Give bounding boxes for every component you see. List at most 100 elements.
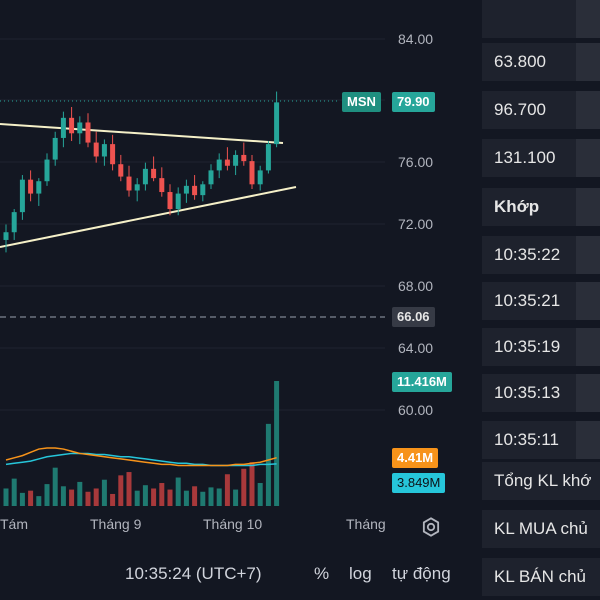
candle-body bbox=[19, 179, 25, 213]
volume-bar bbox=[241, 468, 247, 506]
candle-body bbox=[118, 164, 124, 177]
match-row-3[interactable]: 10:35:19 bbox=[482, 328, 600, 366]
price-chart[interactable] bbox=[0, 0, 482, 600]
volume-bar bbox=[60, 486, 66, 506]
log-scale-toggle[interactable]: log bbox=[349, 564, 372, 583]
candle-body bbox=[200, 184, 206, 196]
time-label-thang-10: Tháng 10 bbox=[203, 516, 263, 532]
grid bbox=[0, 38, 385, 411]
volume-bar bbox=[167, 489, 173, 506]
candle-body bbox=[142, 168, 148, 185]
volume-bar bbox=[19, 492, 25, 506]
volume-bar bbox=[208, 487, 214, 506]
volume-ma-orange-line bbox=[5, 447, 277, 467]
clock-readout: 10:35:24 (UTC+7) bbox=[125, 564, 262, 583]
price-row-3: 131.100 bbox=[482, 139, 600, 177]
volume-bar bbox=[200, 491, 206, 506]
summary-label: Tổng KL khớ bbox=[494, 471, 592, 490]
candle-body bbox=[28, 179, 34, 194]
volume-bars bbox=[3, 381, 280, 506]
summary-sell-volume: KL BÁN chủ bbox=[482, 558, 600, 596]
match-time: 10:35:11 bbox=[494, 430, 559, 449]
trade-panel: 63.800 96.700 131.100 Khớp 10:35:22 10:3… bbox=[482, 0, 600, 600]
candle-body bbox=[233, 154, 239, 166]
price-value: 131.100 bbox=[494, 148, 556, 167]
match-time: 10:35:13 bbox=[494, 383, 561, 402]
match-row-4[interactable]: 10:35:13 bbox=[482, 374, 600, 412]
match-row-1[interactable]: 10:35:22 bbox=[482, 236, 600, 274]
price-tick-68: 68.00 bbox=[398, 278, 434, 294]
upper-trendline bbox=[0, 123, 284, 144]
price-row-1: 63.800 bbox=[482, 43, 600, 81]
volume-bar bbox=[69, 489, 75, 506]
candle-body bbox=[77, 122, 83, 134]
summary-total-volume: Tổng KL khớ bbox=[482, 462, 600, 500]
price-row-2: 96.700 bbox=[482, 91, 600, 129]
candles bbox=[3, 91, 280, 253]
price-value: 63.800 bbox=[494, 52, 546, 71]
candle-body bbox=[216, 159, 222, 171]
match-time: 10:35:21 bbox=[494, 291, 561, 310]
summary-label: KL MUA chủ bbox=[494, 519, 588, 538]
time-label-thang-next: Tháng bbox=[346, 516, 386, 532]
volume-bar bbox=[52, 467, 58, 506]
volume-moving-averages bbox=[5, 447, 277, 467]
price-value: 96.700 bbox=[494, 100, 546, 119]
candle-body bbox=[167, 192, 173, 210]
volume-bar bbox=[274, 381, 280, 506]
match-time: 10:35:19 bbox=[494, 337, 561, 356]
summary-buy-volume: KL MUA chủ bbox=[482, 510, 600, 548]
match-header-label: Khớp bbox=[494, 197, 540, 216]
match-row-2[interactable]: 10:35:21 bbox=[482, 282, 600, 320]
volume-bar bbox=[183, 490, 189, 506]
volume-bar bbox=[224, 474, 230, 506]
candle-body bbox=[52, 137, 58, 160]
volume-bar bbox=[192, 486, 198, 506]
match-row-5[interactable]: 10:35:11 bbox=[482, 421, 600, 459]
candle-body bbox=[85, 122, 91, 143]
price-tick-60: 60.00 bbox=[398, 402, 434, 418]
reference-price-badge: 66.06 bbox=[392, 307, 435, 327]
volume-bar bbox=[93, 488, 99, 506]
volume-bar bbox=[28, 490, 34, 506]
volume-bar bbox=[126, 472, 132, 506]
volume-bar bbox=[44, 484, 50, 506]
volume-bar bbox=[159, 483, 165, 506]
volume-bar bbox=[233, 489, 239, 506]
volume-ma-teal-badge: 3.849M bbox=[392, 473, 446, 493]
volume-bar bbox=[110, 493, 116, 506]
candle-body bbox=[208, 170, 214, 185]
match-header: Khớp bbox=[482, 188, 600, 226]
candle-body bbox=[183, 185, 189, 194]
volume-last-badge: 11.416M bbox=[392, 372, 452, 392]
volume-bar bbox=[118, 475, 124, 506]
auto-scale-toggle[interactable]: tự động bbox=[392, 564, 451, 583]
volume-ma-orange-badge: 4.41M bbox=[392, 448, 439, 468]
time-label-thang-9: Tháng 9 bbox=[90, 516, 142, 532]
panel-top-row bbox=[482, 0, 600, 38]
candle-body bbox=[44, 159, 50, 182]
candle-body bbox=[224, 159, 230, 166]
candle-body bbox=[93, 142, 99, 157]
volume-bar bbox=[36, 496, 42, 506]
volume-bar bbox=[175, 477, 181, 506]
volume-bar bbox=[142, 485, 148, 506]
price-tick-64: 64.00 bbox=[398, 340, 434, 356]
candle-body bbox=[134, 184, 140, 191]
gear-icon[interactable] bbox=[420, 516, 442, 538]
summary-label: KL BÁN chủ bbox=[494, 567, 586, 586]
match-time: 10:35:22 bbox=[494, 245, 561, 264]
price-tick-84: 84.00 bbox=[398, 31, 434, 47]
volume-bar bbox=[85, 491, 91, 506]
candle-body bbox=[159, 178, 165, 193]
volume-bar bbox=[151, 488, 157, 506]
percent-scale-toggle[interactable]: % bbox=[314, 564, 330, 583]
volume-bar bbox=[134, 490, 140, 506]
candle-body bbox=[60, 117, 66, 138]
volume-bar bbox=[101, 479, 107, 506]
candle-body bbox=[241, 154, 247, 162]
last-price-badge: 79.90 bbox=[392, 92, 435, 112]
volume-bar bbox=[257, 483, 263, 506]
candle-body bbox=[69, 117, 75, 134]
candle-body bbox=[11, 212, 17, 233]
